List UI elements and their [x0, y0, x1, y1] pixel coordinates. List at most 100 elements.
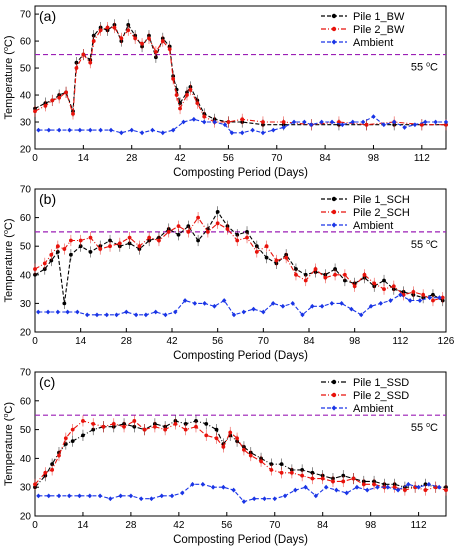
y-tick-label: 50	[20, 425, 32, 436]
data-point	[235, 232, 240, 237]
data-point	[152, 424, 157, 429]
data-point	[55, 244, 60, 249]
y-tick-label: 30	[20, 483, 32, 494]
data-point	[91, 427, 96, 432]
data-point	[215, 209, 220, 214]
x-tick-label: 70	[269, 520, 281, 531]
data-point	[281, 125, 286, 130]
data-point	[195, 101, 200, 106]
data-point	[392, 485, 397, 490]
data-point	[108, 127, 114, 133]
threshold-value: 55	[411, 422, 426, 434]
data-point	[186, 224, 191, 229]
data-point	[46, 493, 51, 499]
data-point	[127, 241, 132, 246]
threshold-label: 55 oC	[411, 239, 438, 251]
data-point	[412, 122, 418, 128]
data-point	[291, 119, 297, 125]
data-point	[159, 493, 164, 499]
series-line	[38, 483, 440, 503]
data-point	[88, 127, 93, 133]
data-point	[290, 301, 295, 306]
y-tick-label: 70	[20, 185, 32, 196]
data-point	[178, 106, 182, 111]
y-tick-label: 20	[20, 512, 32, 523]
data-point	[313, 267, 318, 271]
legend-marker	[331, 39, 337, 45]
data-point	[143, 312, 149, 318]
data-point	[229, 130, 235, 136]
x-axis-label: Composting Period (Days)	[173, 167, 308, 179]
y-tick-label: 60	[20, 213, 32, 224]
data-point	[78, 238, 83, 243]
data-point	[185, 93, 189, 97]
data-point	[342, 272, 347, 277]
legend-entry: Pile 2_SCH	[321, 207, 410, 219]
data-point	[228, 430, 233, 435]
data-point	[49, 252, 54, 257]
data-point	[173, 421, 178, 426]
data-point	[56, 493, 62, 499]
data-point	[362, 272, 367, 277]
y-axis-label: Temperature (oC)	[3, 36, 15, 120]
data-point	[319, 119, 324, 125]
data-point	[300, 468, 305, 472]
data-point	[261, 120, 265, 124]
data-point	[225, 227, 230, 231]
data-point	[84, 312, 90, 318]
x-tick-label: 98	[368, 153, 380, 164]
x-axis-label: Composting Period (Days)	[173, 350, 308, 362]
legend-label: Pile 1_BW	[353, 11, 405, 23]
data-point	[137, 244, 142, 249]
data-point	[378, 301, 383, 306]
data-point	[46, 127, 52, 133]
data-point	[67, 127, 72, 133]
data-point	[180, 490, 185, 496]
data-point	[133, 312, 139, 318]
data-point	[194, 419, 198, 423]
data-point	[382, 278, 386, 283]
data-point	[235, 436, 239, 441]
y-axis-label-tail: C)	[3, 219, 15, 231]
data-point	[157, 238, 161, 243]
data-point	[81, 433, 85, 438]
data-point	[431, 292, 435, 297]
data-point	[310, 470, 315, 475]
data-point	[323, 484, 329, 490]
data-point	[334, 487, 339, 493]
data-point	[340, 122, 345, 128]
data-point	[205, 230, 210, 234]
data-point	[300, 312, 305, 318]
legend-label: Pile 2_SCH	[353, 207, 410, 219]
x-tick-label: 112	[414, 153, 430, 164]
data-point	[163, 312, 168, 318]
data-point	[269, 462, 274, 467]
y-tick-label: 70	[20, 368, 32, 379]
data-point	[391, 284, 396, 289]
data-point	[181, 119, 186, 125]
series-ambient	[36, 481, 442, 504]
y-tick-label: 30	[20, 118, 32, 129]
data-point	[440, 295, 445, 300]
data-point	[403, 488, 407, 492]
data-point	[139, 130, 145, 136]
y-axis-label-sup: o	[3, 47, 10, 51]
data-point	[352, 284, 357, 289]
data-point	[160, 39, 165, 43]
data-point	[398, 292, 403, 298]
data-point	[104, 312, 109, 318]
x-tick-label: 42	[166, 336, 178, 347]
legend-entry: Ambient	[321, 37, 393, 49]
data-point	[235, 238, 240, 243]
data-point	[284, 255, 289, 260]
data-point	[111, 421, 116, 426]
data-point	[212, 303, 217, 309]
data-point	[196, 215, 200, 220]
data-point	[114, 312, 119, 318]
legend-marker	[331, 405, 337, 411]
y-tick-label: 40	[20, 91, 32, 102]
data-point	[57, 453, 61, 458]
data-point	[166, 230, 171, 234]
data-point	[419, 122, 424, 127]
data-point	[385, 484, 390, 490]
